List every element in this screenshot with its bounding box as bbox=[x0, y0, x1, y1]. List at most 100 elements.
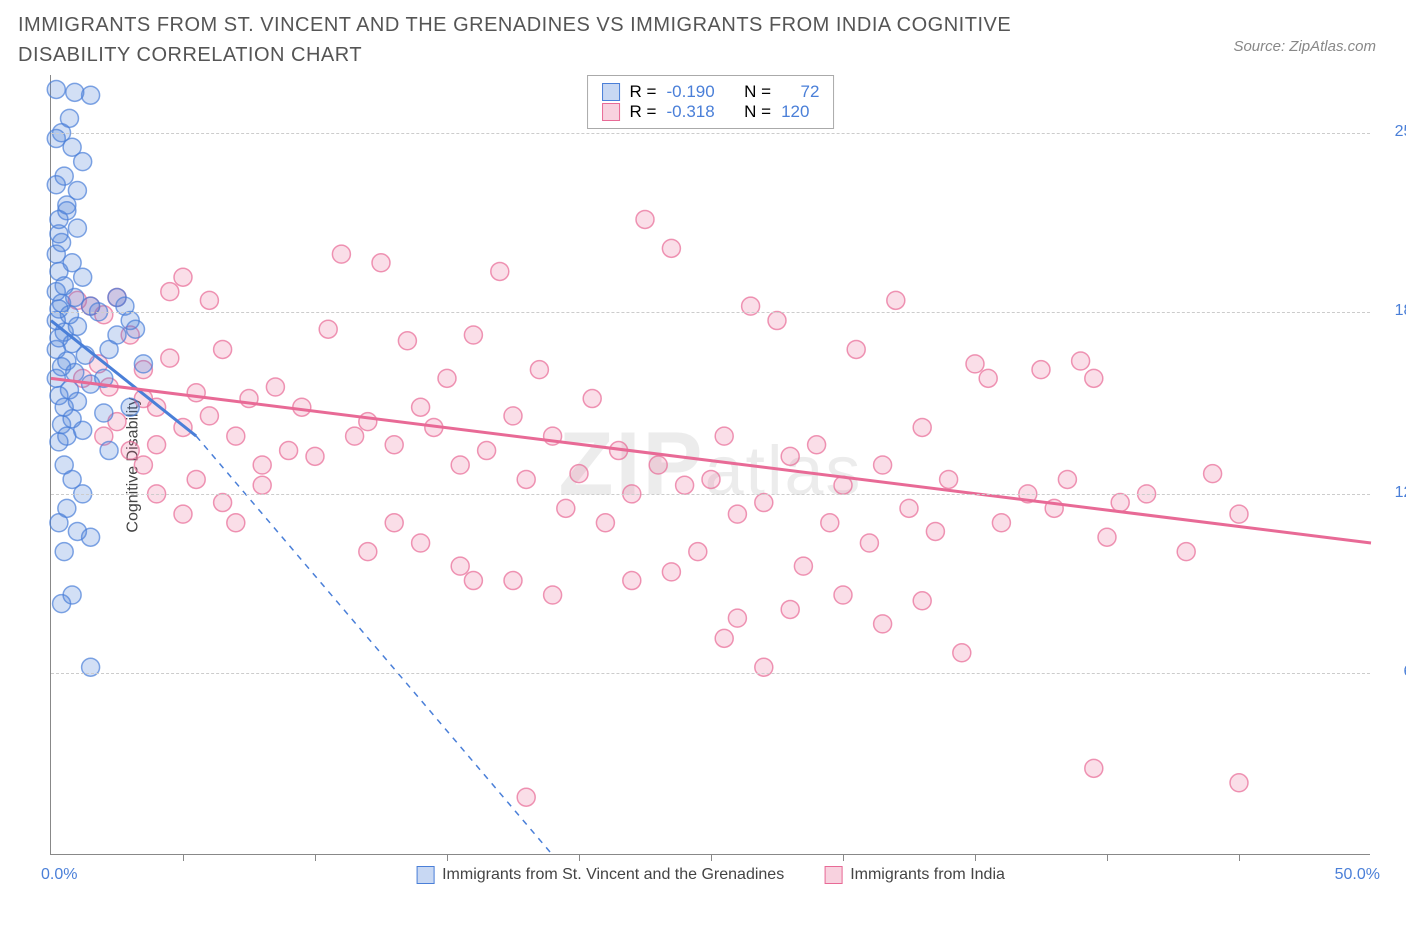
scatter-point bbox=[662, 239, 680, 257]
scatter-point bbox=[121, 442, 139, 460]
scatter-point bbox=[148, 436, 166, 454]
x-tick bbox=[447, 854, 448, 861]
scatter-point bbox=[715, 629, 733, 647]
scatter-point bbox=[1085, 759, 1103, 777]
scatter-point bbox=[1058, 470, 1076, 488]
scatter-point bbox=[359, 413, 377, 431]
scatter-point bbox=[359, 543, 377, 561]
scatter-point bbox=[66, 83, 84, 101]
scatter-point bbox=[253, 476, 271, 494]
scatter-point bbox=[174, 268, 192, 286]
scatter-point bbox=[504, 572, 522, 590]
scatter-point bbox=[68, 219, 86, 237]
r2-value: -0.318 bbox=[666, 102, 714, 122]
scatter-point bbox=[214, 340, 232, 358]
scatter-point bbox=[100, 442, 118, 460]
scatter-point bbox=[121, 398, 139, 416]
scatter-point bbox=[200, 407, 218, 425]
scatter-point bbox=[530, 361, 548, 379]
scatter-point bbox=[227, 427, 245, 445]
scatter-point bbox=[847, 340, 865, 358]
legend-label-1: Immigrants from St. Vincent and the Gren… bbox=[442, 866, 784, 884]
scatter-point bbox=[544, 586, 562, 604]
scatter-point bbox=[1072, 352, 1090, 370]
scatter-point bbox=[1032, 361, 1050, 379]
scatter-point bbox=[913, 592, 931, 610]
scatter-point bbox=[293, 398, 311, 416]
scatter-point bbox=[728, 609, 746, 627]
n1-value: 72 bbox=[801, 82, 820, 102]
scatter-point bbox=[583, 390, 601, 408]
scatter-point bbox=[887, 291, 905, 309]
scatter-point bbox=[596, 514, 614, 532]
scatter-point bbox=[187, 384, 205, 402]
scatter-point bbox=[781, 447, 799, 465]
scatter-point bbox=[860, 534, 878, 552]
swatch-pink-icon bbox=[602, 103, 620, 121]
scatter-point bbox=[649, 456, 667, 474]
x-tick bbox=[315, 854, 316, 861]
scatter-point bbox=[451, 456, 469, 474]
scatter-point bbox=[1230, 774, 1248, 792]
scatter-point bbox=[689, 543, 707, 561]
y-tick-label: 18.8% bbox=[1380, 302, 1406, 320]
scatter-point bbox=[913, 418, 931, 436]
gridline bbox=[51, 673, 1370, 674]
scatter-point bbox=[570, 465, 588, 483]
scatter-point bbox=[1098, 528, 1116, 546]
scatter-point bbox=[702, 470, 720, 488]
scatter-point bbox=[979, 369, 997, 387]
scatter-point bbox=[478, 442, 496, 460]
x-tick bbox=[843, 854, 844, 861]
scatter-point bbox=[47, 245, 65, 263]
n-label: N = bbox=[744, 102, 771, 122]
stats-box: R = -0.190 N = 72 R = -0.318 N = 120 bbox=[587, 75, 835, 129]
scatter-point bbox=[768, 312, 786, 330]
scatter-point bbox=[1111, 494, 1129, 512]
scatter-point bbox=[676, 476, 694, 494]
scatter-point bbox=[755, 494, 773, 512]
scatter-point bbox=[517, 788, 535, 806]
scatter-point bbox=[50, 514, 68, 532]
scatter-point bbox=[134, 456, 152, 474]
scatter-point bbox=[517, 470, 535, 488]
scatter-point bbox=[464, 326, 482, 344]
source-label: Source: ZipAtlas.com bbox=[1233, 38, 1376, 55]
scatter-point bbox=[412, 398, 430, 416]
x-min-label: 0.0% bbox=[41, 866, 77, 884]
scatter-point bbox=[966, 355, 984, 373]
scatter-point bbox=[662, 563, 680, 581]
chart-title: IMMIGRANTS FROM ST. VINCENT AND THE GREN… bbox=[18, 10, 1118, 70]
scatter-point bbox=[253, 456, 271, 474]
legend-item-2: Immigrants from India bbox=[824, 866, 1005, 884]
scatter-point bbox=[464, 572, 482, 590]
trend-line bbox=[51, 378, 1371, 543]
scatter-point bbox=[47, 80, 65, 98]
x-tick bbox=[975, 854, 976, 861]
scatter-point bbox=[900, 499, 918, 517]
gridline bbox=[51, 494, 1370, 495]
n-label: N = bbox=[744, 82, 771, 102]
scatter-point bbox=[82, 86, 100, 104]
scatter-point bbox=[1085, 369, 1103, 387]
scatter-point bbox=[74, 153, 92, 171]
scatter-point bbox=[50, 433, 68, 451]
scatter-point bbox=[808, 436, 826, 454]
scatter-point bbox=[940, 470, 958, 488]
scatter-point bbox=[95, 404, 113, 422]
r-label: R = bbox=[630, 82, 657, 102]
scatter-point bbox=[53, 595, 71, 613]
scatter-point bbox=[266, 378, 284, 396]
x-tick bbox=[1107, 854, 1108, 861]
scatter-point bbox=[68, 182, 86, 200]
scatter-point bbox=[50, 225, 68, 243]
scatter-point bbox=[794, 557, 812, 575]
scatter-point bbox=[821, 514, 839, 532]
scatter-point bbox=[108, 288, 126, 306]
scatter-point bbox=[58, 202, 76, 220]
x-tick bbox=[183, 854, 184, 861]
scatter-point bbox=[728, 505, 746, 523]
y-tick-label: 25.0% bbox=[1380, 123, 1406, 141]
scatter-point bbox=[491, 262, 509, 280]
legend: Immigrants from St. Vincent and the Gren… bbox=[416, 866, 1005, 884]
